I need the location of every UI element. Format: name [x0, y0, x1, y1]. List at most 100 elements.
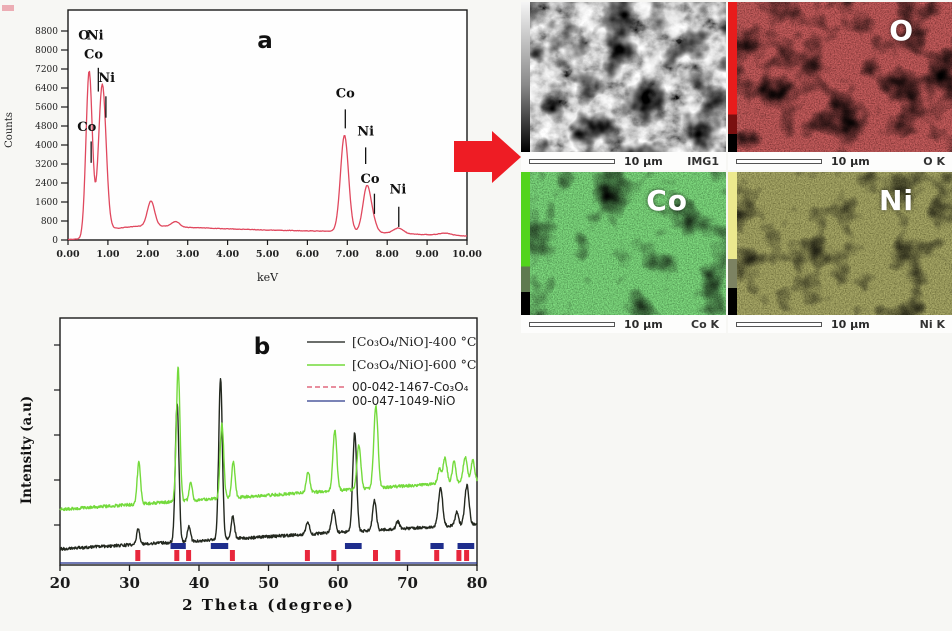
nio-reference-bar — [430, 543, 444, 549]
y-tick-label: 3200 — [35, 160, 58, 170]
x-tick-label: 30 — [119, 574, 140, 592]
peak-label: Co — [361, 172, 380, 187]
x-tick-label: 3.00 — [176, 249, 200, 260]
co3o4-reference-tick — [456, 550, 462, 561]
oxygen-colorbar — [728, 2, 737, 152]
panel-letter-b: b — [254, 334, 270, 360]
y-tick-label: 7200 — [35, 65, 58, 75]
x-tick-label: 20 — [50, 574, 71, 592]
peak-label: O — [78, 28, 89, 43]
map-cobalt: Co 10 µm Co K — [521, 172, 726, 333]
cobalt-scalebar-strip: 10 µm Co K — [521, 315, 726, 333]
scale-bar-label: 10 µm — [831, 154, 870, 168]
scale-bar-label: 10 µm — [624, 317, 663, 331]
eds-plot-frame — [67, 9, 468, 241]
map-nickel: Ni 10 µm Ni K — [728, 172, 952, 333]
x-tick-label: 70 — [397, 574, 418, 592]
nickel-map-image: Ni — [728, 172, 952, 315]
co3o4-reference-tick — [174, 550, 180, 561]
x-tick-label: 5.00 — [256, 249, 280, 260]
co3o4-reference-tick — [395, 550, 401, 561]
y-axis-title: Counts — [4, 112, 15, 148]
x-tick-label: 80 — [467, 574, 488, 592]
stray-mark — [2, 5, 14, 11]
y-tick-label: 0 — [52, 236, 58, 246]
arrow-container — [452, 128, 524, 188]
scale-bar — [529, 321, 615, 327]
co3o4-reference-tick — [464, 550, 470, 561]
nio-reference-bar — [344, 543, 362, 549]
nickel-shadows — [728, 172, 952, 315]
y-tick-label: 800 — [41, 217, 58, 227]
map-sem: 10 µm IMG1 — [521, 2, 726, 170]
co3o4-reference-tick — [373, 550, 378, 561]
eds-mapping-grid: 10 µm IMG1 O 10 µm O K Co — [521, 2, 952, 333]
legend-label: 00-042-1467-Co₃O₄ — [352, 380, 469, 394]
x-tick-label: 0.00 — [56, 249, 80, 260]
y-axis-title: Intensity (a.u) — [19, 396, 35, 504]
x-tick-label: 9.00 — [416, 249, 440, 260]
x-tick-label: 10.00 — [452, 249, 482, 260]
nio-reference-bar — [170, 543, 186, 549]
x-tick-label: 6.00 — [296, 249, 320, 260]
peak-label: Ni — [390, 183, 407, 198]
arrow-head — [492, 131, 521, 183]
co3o4-reference-tick — [331, 550, 337, 561]
x-tick-label: 40 — [189, 574, 210, 592]
map-element-label: O — [889, 14, 914, 47]
map-element-label: Co — [646, 184, 688, 217]
cobalt-map-image: Co — [521, 172, 726, 315]
legend-label: 00-047-1049-NiO — [352, 394, 455, 408]
legend-label: [Co₃O₄/NiO]-400 °C — [352, 334, 476, 349]
scale-bar — [529, 158, 615, 164]
co3o4-reference-tick — [135, 550, 141, 561]
y-tick-label: 5600 — [35, 103, 58, 113]
peak-label: Ni — [357, 125, 374, 140]
cobalt-shadows — [521, 172, 726, 315]
co3o4-reference-tick — [434, 550, 440, 561]
x-tick-label: 4.00 — [216, 249, 240, 260]
map-corner-label: O K — [923, 154, 945, 168]
cobalt-colorbar — [521, 172, 530, 315]
y-tick-label: 4800 — [35, 122, 58, 132]
map-element-label: Ni — [878, 184, 914, 217]
y-tick-label: 2400 — [35, 179, 58, 189]
y-tick-label: 1600 — [35, 198, 58, 208]
x-axis-title: keV — [257, 271, 279, 284]
scale-bar — [736, 321, 822, 327]
sem-colorbar — [521, 2, 530, 152]
y-tick-label: 4000 — [35, 141, 58, 151]
x-tick-label: 50 — [258, 574, 279, 592]
eds-curve — [67, 70, 468, 241]
co3o4-reference-tick — [304, 550, 310, 561]
x-tick-label: 2.00 — [136, 249, 160, 260]
nickel-colorbar — [728, 172, 737, 315]
y-tick-label: 6400 — [35, 84, 58, 94]
peak-label: Co — [77, 120, 96, 135]
nio-reference-bar — [210, 543, 229, 549]
y-tick-label: 8000 — [35, 46, 58, 56]
co3o4-reference-tick — [229, 550, 235, 561]
map-corner-label: Co K — [691, 317, 719, 331]
nickel-scalebar-strip: 10 µm Ni K — [728, 315, 952, 333]
xrd-plot-frame — [59, 317, 478, 566]
oxygen-shadows — [728, 2, 952, 152]
co3o4-reference-tick — [186, 550, 192, 561]
x-tick-label: 7.00 — [336, 249, 360, 260]
x-axis-title: 2 Theta (degree) — [182, 596, 355, 614]
panel-letter-a: a — [257, 28, 273, 54]
map-corner-label: IMG1 — [687, 154, 719, 168]
oxygen-map-image: O — [728, 2, 952, 152]
red-arrow-icon — [454, 131, 521, 183]
x-tick-label: 60 — [328, 574, 349, 592]
scale-bar-label: 10 µm — [831, 317, 870, 331]
oxygen-scalebar-strip: 10 µm O K — [728, 152, 952, 170]
scale-bar — [736, 158, 822, 164]
arrow-tail — [454, 141, 492, 172]
sem-scalebar-strip: 10 µm IMG1 — [521, 152, 726, 170]
peak-label: Ni — [98, 71, 115, 86]
map-oxygen: O 10 µm O K — [728, 2, 952, 170]
legend-label: [Co₃O₄/NiO]-600 °C — [352, 357, 476, 372]
xrd-curve — [59, 366, 478, 512]
